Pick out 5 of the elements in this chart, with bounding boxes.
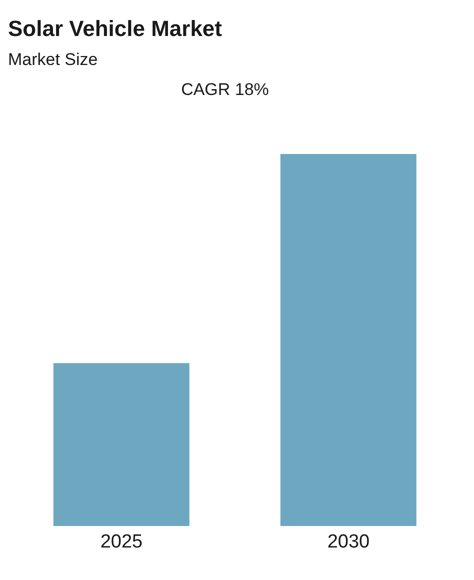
x-tick-label: 2025 xyxy=(100,531,143,552)
chart-title: Solar Vehicle Market xyxy=(8,16,222,42)
x-tick-label: 2030 xyxy=(327,531,370,552)
chart-subtitle: Market Size xyxy=(8,50,98,70)
text: CAGR 18% xyxy=(180,80,270,100)
